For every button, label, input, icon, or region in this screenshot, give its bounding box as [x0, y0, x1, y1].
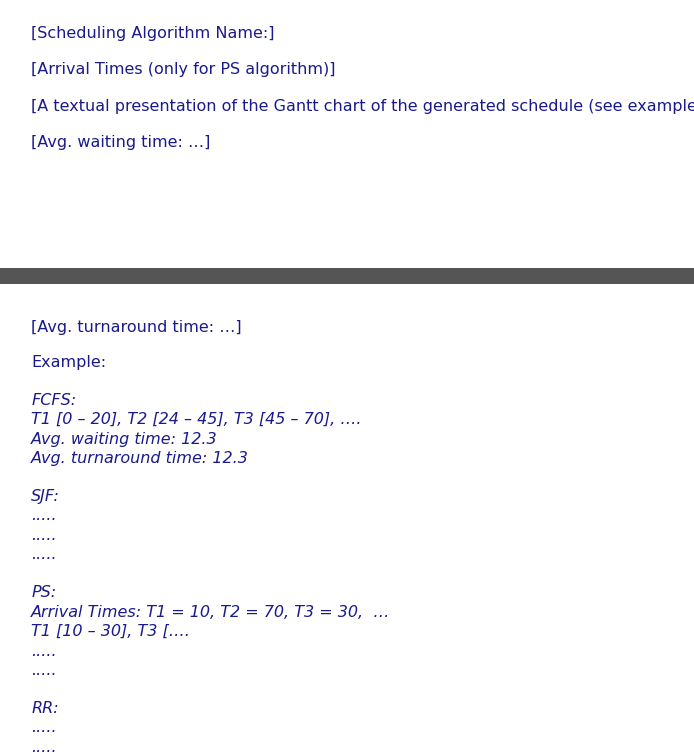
Text: Arrival Times: T1 = 10, T2 = 70, T3 = 30,  …: Arrival Times: T1 = 10, T2 = 70, T3 = 30…	[31, 605, 391, 620]
Text: .....: .....	[31, 663, 57, 678]
Text: .....: .....	[31, 528, 57, 543]
Text: FCFS:: FCFS:	[31, 393, 76, 408]
Text: Example:: Example:	[31, 355, 106, 370]
Text: .....: .....	[31, 547, 57, 562]
Text: [A textual presentation of the Gantt chart of the generated schedule (see exampl: [A textual presentation of the Gantt cha…	[31, 99, 694, 114]
Text: T1 [0 – 20], T2 [24 – 45], T3 [45 – 70], ….: T1 [0 – 20], T2 [24 – 45], T3 [45 – 70],…	[31, 412, 362, 427]
Text: [Avg. turnaround time: …]: [Avg. turnaround time: …]	[31, 320, 242, 335]
Text: .....: .....	[31, 740, 57, 752]
Text: Avg. waiting time: 12.3: Avg. waiting time: 12.3	[31, 432, 218, 447]
Text: .....: .....	[31, 644, 57, 659]
Text: SJF:: SJF:	[31, 489, 60, 504]
Text: [Avg. waiting time: …]: [Avg. waiting time: …]	[31, 135, 210, 150]
Text: PS:: PS:	[31, 585, 56, 600]
Text: Avg. turnaround time: 12.3: Avg. turnaround time: 12.3	[31, 451, 249, 466]
Text: RR:: RR:	[31, 701, 59, 716]
Text: [Arrival Times (only for PS algorithm)]: [Arrival Times (only for PS algorithm)]	[31, 62, 336, 77]
Text: .....: .....	[31, 508, 57, 523]
Text: T1 [10 – 30], T3 [….: T1 [10 – 30], T3 [….	[31, 624, 190, 639]
Text: [Scheduling Algorithm Name:]: [Scheduling Algorithm Name:]	[31, 26, 275, 41]
Bar	[0, 268, 694, 284]
Text: .....: .....	[31, 720, 57, 735]
